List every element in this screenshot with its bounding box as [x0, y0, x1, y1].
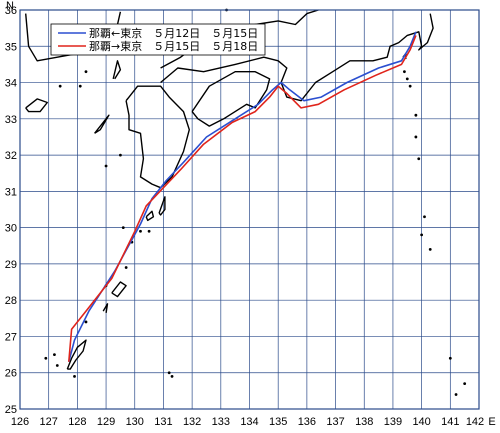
island-dot	[405, 77, 409, 81]
island-dot	[84, 70, 88, 74]
map-frame	[19, 9, 480, 410]
island-dot	[167, 371, 171, 375]
x-tick-label: 135	[269, 416, 287, 428]
y-tick-label: 30	[5, 223, 17, 235]
island-dot	[170, 374, 174, 378]
routes	[68, 31, 417, 363]
island-dot	[408, 84, 412, 88]
axis-ticks: 126 127 128 129 130 131 132 133 134 135 136 137 138 1…	[5, 0, 496, 428]
island-dot	[121, 226, 125, 230]
island-dot	[403, 70, 406, 74]
y-tick-label: 36	[5, 5, 17, 17]
island-dot	[423, 215, 426, 219]
legend-label-1: 那覇→東京 ５月15日 ５月18日	[89, 39, 258, 53]
coastline-tokunoshima	[102, 303, 109, 314]
y-tick-label: 31	[5, 186, 17, 198]
y-tick-label: 25	[5, 404, 17, 416]
y-tick-label: 27	[5, 331, 17, 343]
island-dot	[119, 153, 122, 157]
coastline-goto	[94, 114, 110, 134]
island-dot	[104, 164, 108, 168]
y-tick-label: 28	[5, 295, 17, 307]
coastline-honshu	[160, 13, 434, 102]
coastline-shikoku	[191, 71, 271, 127]
island-dot	[139, 229, 142, 233]
y-tick-label: 35	[5, 41, 17, 53]
island-dot	[55, 364, 59, 367]
x-tick-label: 134	[240, 416, 258, 428]
x-tick-label: 136	[298, 416, 316, 428]
x-tick-label: 130	[126, 416, 144, 428]
coastline-tanegashima	[158, 196, 166, 216]
y-tick-label: 34	[5, 78, 17, 90]
coastline-tsushima	[112, 60, 122, 80]
island-dot	[463, 382, 467, 386]
x-tick-label: 128	[68, 416, 86, 428]
x-tick-label: 138	[355, 416, 373, 428]
coastline-okinawa	[66, 339, 87, 370]
y-tick-label: 33	[5, 114, 17, 126]
y-tick-label: 32	[5, 150, 17, 162]
coastline-kyushu	[125, 85, 190, 189]
island-dot	[73, 374, 76, 378]
island-dot	[78, 84, 82, 88]
x-tick-label: 126	[11, 416, 29, 428]
island-dot	[53, 353, 56, 356]
legend-box	[50, 23, 266, 56]
x-tick-label: 129	[97, 416, 115, 428]
x-tick-label: 133	[212, 416, 230, 428]
island-dot	[428, 248, 432, 251]
island-dot	[448, 356, 452, 360]
x-tick-label: 142	[466, 416, 484, 428]
coastline-jeju	[25, 98, 48, 113]
map-grid	[20, 10, 479, 409]
x-tick-label: 127	[40, 416, 58, 428]
y-tick-label: 26	[5, 368, 17, 380]
island-dot	[84, 320, 88, 324]
route-line-1	[68, 35, 417, 362]
x-unit-label: E	[488, 416, 495, 428]
island-dot	[147, 229, 151, 233]
x-tick-label: 137	[326, 416, 344, 428]
x-tick-label: 141	[441, 416, 459, 428]
x-tick-label: 139	[384, 416, 402, 428]
coastline-amami	[111, 281, 127, 298]
x-tick-label: 132	[183, 416, 201, 428]
x-tick-label: 131	[154, 416, 172, 428]
x-tick-label: 140	[412, 416, 430, 428]
island-dot	[414, 135, 418, 139]
legend: 那覇←東京 ５月12日 ５月15日 那覇→東京 ５月15日 ５月18日	[50, 23, 266, 56]
island-dot	[44, 356, 48, 360]
island-dot	[420, 233, 424, 237]
island-dot	[58, 84, 62, 88]
coastline-yakushima	[145, 210, 155, 222]
island-dot	[417, 157, 421, 161]
legend-label-0: 那覇←東京 ５月12日 ５月15日	[89, 26, 258, 40]
y-tick-label: 29	[5, 259, 17, 271]
island-dot	[454, 393, 458, 396]
y-unit-label: N	[6, 0, 14, 12]
island-dot	[124, 266, 128, 269]
island-dot	[414, 113, 418, 117]
